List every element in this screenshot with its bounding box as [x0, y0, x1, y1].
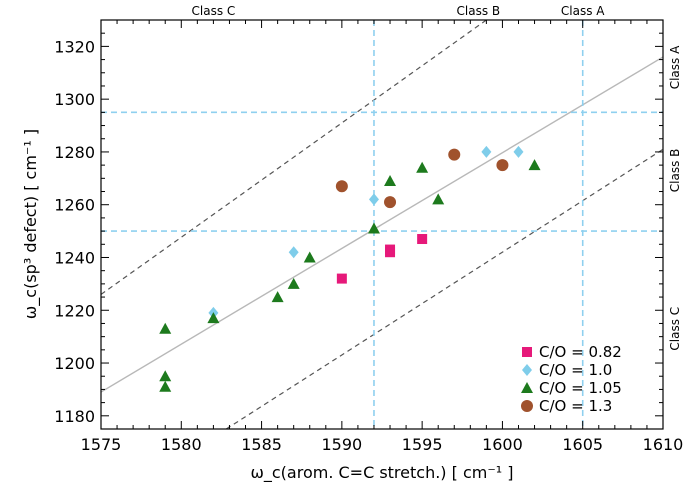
data-point-triangle	[287, 277, 300, 289]
y-tick-label: 1280	[54, 143, 95, 162]
dashed-bound-line-2	[225, 148, 663, 429]
data-point-triangle	[207, 312, 220, 324]
axis-ticks: 1575 1580 1585 1590 1595 1600 1605 1610 1180 1200…	[54, 19, 684, 454]
data-point-triangle	[416, 161, 429, 173]
x-tick-label: 1575	[81, 435, 122, 454]
x-tick-label: 1595	[402, 435, 443, 454]
data-point-triangle	[159, 322, 172, 334]
x-tick-label: 1585	[241, 435, 282, 454]
legend-marker-square	[522, 347, 532, 357]
data-point-circle	[335, 180, 348, 193]
data-point-square	[417, 234, 428, 245]
x-axis-label: ω_c(arom. C=C stretch.) [ cm⁻¹ ]	[250, 463, 513, 483]
data-point-circle	[448, 148, 461, 161]
data-point-triangle	[528, 159, 541, 171]
legend-marker-diamond	[522, 364, 532, 376]
data-point-diamond	[288, 246, 299, 259]
data-point-triangle	[159, 380, 172, 392]
right-class-label: Class B	[668, 149, 682, 193]
data-points	[159, 145, 541, 392]
data-point-circle	[496, 159, 509, 172]
data-point-diamond	[481, 145, 492, 158]
class-labels: Class C Class B Class A Class A Class B Class…	[192, 4, 682, 351]
legend: C/O = 0.82C/O = 1.0C/O = 1.05C/O = 1.3	[521, 343, 622, 415]
data-point-square	[336, 273, 347, 284]
legend-label: C/O = 1.05	[539, 379, 622, 397]
y-axis-label: ω_c(sp³ defect) [ cm⁻¹ ]	[21, 129, 41, 319]
data-point-diamond	[368, 193, 379, 206]
right-class-label: Class C	[668, 307, 682, 351]
y-tick-label: 1260	[54, 196, 95, 215]
data-point-triangle	[303, 251, 316, 263]
y-tick-label: 1240	[54, 248, 95, 267]
y-tick-label: 1180	[54, 407, 95, 426]
legend-label: C/O = 1.0	[539, 361, 612, 379]
y-tick-label: 1320	[54, 37, 95, 56]
data-point-triangle	[432, 193, 445, 205]
x-tick-label: 1605	[562, 435, 603, 454]
reference-lines	[101, 20, 663, 429]
data-point-triangle	[271, 291, 284, 303]
dashed-bound-line-1	[101, 20, 487, 295]
y-tick-label: 1300	[54, 90, 95, 109]
top-class-label: Class B	[457, 4, 501, 18]
top-class-label: Class A	[561, 4, 605, 18]
data-point-square	[385, 247, 396, 258]
legend-label: C/O = 0.82	[539, 343, 622, 361]
x-tick-label: 1610	[643, 435, 684, 454]
data-point-triangle	[384, 174, 397, 186]
data-point-diamond	[513, 145, 524, 158]
data-point-circle	[384, 196, 397, 209]
y-tick-label: 1200	[54, 354, 95, 373]
top-class-label: Class C	[192, 4, 236, 18]
trend-line	[101, 56, 663, 393]
x-tick-label: 1600	[482, 435, 523, 454]
plot-frame	[100, 19, 664, 430]
legend-marker-circle	[521, 400, 533, 412]
right-class-label: Class A	[668, 45, 682, 89]
data-point-triangle	[159, 370, 172, 382]
legend-marker-triangle	[521, 382, 533, 393]
data-point-triangle	[367, 222, 380, 234]
x-tick-label: 1580	[161, 435, 202, 454]
legend-label: C/O = 1.3	[539, 397, 612, 415]
x-tick-label: 1590	[321, 435, 362, 454]
y-tick-label: 1220	[54, 301, 95, 320]
